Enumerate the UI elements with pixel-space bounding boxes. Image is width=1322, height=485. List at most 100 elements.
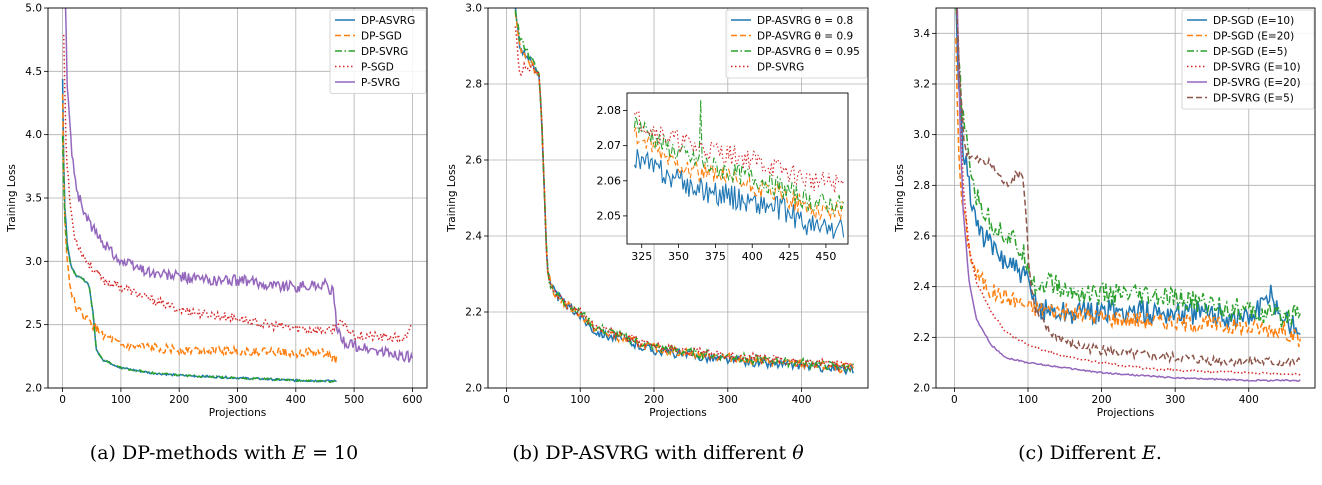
y-tick-label: 2.0	[465, 383, 482, 395]
legend-label: P-SGD	[361, 61, 394, 73]
x-tick-label: 400	[286, 394, 306, 406]
x-tick-label: 100	[1018, 394, 1038, 406]
y-tick-label: 4.5	[25, 66, 42, 78]
inset-frame	[626, 92, 849, 245]
inset-series-line-blue	[633, 149, 845, 239]
x-tick-label: 200	[644, 394, 664, 406]
inset-x-tick-label: 350	[668, 250, 689, 263]
y-tick-label: 2.4	[465, 231, 482, 243]
legend-label: DP-SVRG (E=20)	[1213, 77, 1301, 89]
legend-box	[329, 9, 427, 94]
inset-y-tick-label: 2.06	[597, 174, 622, 187]
series-line-DP-SGD	[61, 94, 338, 364]
caption-c-math: E	[1141, 442, 1156, 464]
legend-label: DP-SVRG (E=10)	[1213, 61, 1301, 73]
axes-frame	[935, 7, 1316, 389]
series-group	[955, 8, 1302, 382]
inset-y-tick-label: 2.05	[597, 209, 622, 222]
x-tick-label: 0	[503, 394, 510, 406]
y-tick-label: 2.8	[465, 79, 482, 91]
y-tick-label: 3.0	[465, 3, 482, 15]
series-group	[514, 8, 854, 376]
inset-x-tick-label: 425	[779, 250, 800, 263]
x-tick-label: 400	[1239, 394, 1259, 406]
legend-label: DP-SGD (E=5)	[1213, 46, 1288, 58]
x-tick-label: 400	[792, 394, 812, 406]
inset-y-tick-label: 2.07	[597, 139, 622, 152]
x-tick-label: 300	[718, 394, 738, 406]
chart-panel-c: 0 100 200 300 400 2.0 2.2 2.4 2.6 2.8 3.0 3.2 3.4 Pro…	[894, 7, 1316, 419]
caption-c-tail: .	[1155, 442, 1162, 464]
inset-series-line-green	[633, 99, 845, 215]
legend: DP-ASVRG θ = 0.8 DP-ASVRG θ = 0.9 DP-ASVRG…	[725, 9, 868, 79]
caption-b-text: (b) DP-ASVRG with different	[512, 442, 793, 464]
legend-box	[1181, 9, 1315, 110]
caption-c-text: (c) Different	[1018, 442, 1142, 464]
legend-label: DP-ASVRG	[361, 15, 415, 27]
inset-axes: 325 350 375 400 425 450 2.05 2.06 2.07 2.08	[597, 92, 849, 263]
legend-label: DP-ASVRG θ = 0.9	[757, 30, 853, 42]
x-tick-label: 600	[402, 394, 422, 406]
series-line-DP-ASVRG θ = 0.9	[514, 12, 854, 374]
series-group	[61, 8, 414, 383]
y-tick-label: 2.4	[913, 281, 930, 293]
legend-label: P-SVRG	[361, 77, 400, 89]
legend-label: DP-SVRG	[757, 61, 804, 73]
legend-label: DP-SVRG	[361, 46, 408, 58]
caption-a-math: E	[292, 442, 307, 464]
x-axis-label: Projections	[1097, 407, 1154, 419]
inset-series-line-red	[633, 110, 845, 193]
legend-label: DP-SGD	[361, 30, 402, 42]
y-tick-label: 5.0	[25, 3, 42, 15]
series-line-DP-SVRG (E=20)	[956, 8, 1301, 382]
y-tick-label: 2.2	[913, 332, 930, 344]
y-tick-label: 2.0	[913, 383, 930, 395]
x-tick-label: 500	[344, 394, 364, 406]
caption-a-text: (a) DP-methods with	[89, 442, 293, 464]
x-tick-label: 200	[169, 394, 189, 406]
x-tick-label: 0	[951, 394, 958, 406]
caption-a-tail: = 10	[306, 442, 359, 464]
y-tick-label: 2.2	[465, 307, 482, 319]
legend-box	[725, 9, 868, 79]
x-axis-label: Projections	[649, 407, 706, 419]
axes-frame	[487, 7, 869, 389]
caption-b: (b) DP-ASVRG with different θ	[448, 442, 868, 464]
series-line-P-SGD	[62, 34, 413, 344]
inset-x-tick-label: 325	[631, 250, 652, 263]
chart-panel-a: 0 100 200 300 400 500 600 2.0 2.5 3.0 3.5 4.0 4.5 5.0…	[6, 3, 428, 419]
x-tick-label: 0	[59, 394, 66, 406]
legend-label: DP-SGD (E=20)	[1213, 30, 1294, 42]
y-axis-label: Training Loss	[894, 164, 906, 233]
legend: DP-ASVRG DP-SGD DP-SVRG P-SGD P-SVRG	[329, 9, 427, 94]
y-tick-label: 2.6	[913, 231, 930, 243]
x-tick-label: 200	[1092, 394, 1112, 406]
y-tick-label: 2.6	[465, 155, 482, 167]
x-tick-label: 100	[570, 394, 590, 406]
legend-label: DP-ASVRG θ = 0.8	[757, 15, 853, 27]
y-tick-label: 3.4	[913, 28, 930, 40]
y-tick-label: 3.0	[25, 256, 42, 268]
inset-x-tick-label: 450	[815, 250, 836, 263]
inset-x-tick-label: 375	[705, 250, 726, 263]
y-axis-label: Training Loss	[446, 164, 458, 233]
chart-panel-b: 0 100 200 300 400 2.0 2.2 2.4 2.6 2.8 3.0 Projectio…	[446, 3, 869, 419]
y-tick-label: 2.0	[25, 383, 42, 395]
y-tick-label: 4.0	[25, 129, 42, 141]
caption-b-math: θ	[792, 442, 804, 464]
y-tick-label: 3.2	[913, 79, 930, 91]
x-tick-label: 300	[227, 394, 247, 406]
y-tick-label: 2.5	[25, 319, 42, 331]
x-tick-label: 300	[1165, 394, 1185, 406]
y-axis-label: Training Loss	[6, 164, 18, 233]
series-line-DP-SGD (E=20)	[955, 37, 1302, 348]
y-tick-label: 3.5	[25, 193, 42, 205]
caption-a: (a) DP-methods with E = 10	[14, 442, 434, 464]
series-line-DP-SGD (E=5)	[955, 8, 1301, 328]
y-tick-label: 2.8	[913, 180, 930, 192]
series-line-DP-SVRG (E=5)	[955, 9, 1301, 368]
inset-y-tick-label: 2.08	[597, 104, 622, 117]
x-tick-label: 100	[111, 394, 131, 406]
y-tick-label: 3.0	[913, 129, 930, 141]
